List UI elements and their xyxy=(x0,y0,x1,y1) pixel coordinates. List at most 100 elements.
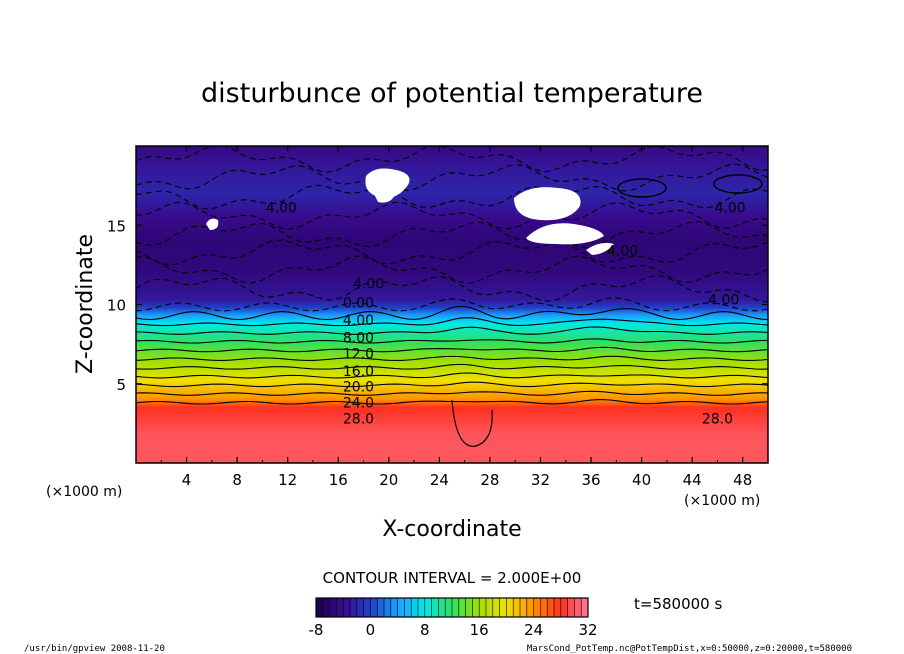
colorbar-cell xyxy=(560,598,569,617)
x-tick-label: 4 xyxy=(182,471,192,489)
x-tick-label: 36 xyxy=(581,471,600,489)
contour-label: 8.00 xyxy=(343,331,374,347)
colorbar-cell xyxy=(492,598,501,617)
y-axis-label: Z-coordinate xyxy=(73,234,98,374)
colorbar-cell xyxy=(397,598,405,617)
y-tick-label: 15 xyxy=(107,217,126,235)
colorbar-cell xyxy=(458,598,467,617)
missing-patch xyxy=(586,242,614,255)
contour-label: 24.0 xyxy=(343,396,374,412)
contour-line xyxy=(136,355,768,361)
contour-line xyxy=(136,146,768,173)
colorbar-cell xyxy=(520,598,528,617)
colorbar-cell xyxy=(329,598,337,617)
colorbar-cell xyxy=(363,598,371,617)
footer-right: MarsCond_PotTemp.nc@PotTempDist,x=0:5000… xyxy=(527,644,852,654)
contour-lines xyxy=(136,146,768,405)
colorbar-cell xyxy=(452,598,460,617)
colorbar-cell xyxy=(316,598,324,617)
colorbar-cell xyxy=(533,598,541,617)
missing-patch xyxy=(514,187,581,221)
closed-contours xyxy=(451,174,763,447)
missing-patch xyxy=(526,223,604,245)
colorbar-cell xyxy=(404,598,412,617)
colorbar-tick-label: 0 xyxy=(366,621,376,639)
x-axis: 4 8 12 16 20 24 28 32 36 40 44 48 xyxy=(160,146,752,489)
chart-title: disturbunce of potential temperature xyxy=(201,78,703,109)
time-label: t=580000 s xyxy=(634,595,722,613)
contour-line xyxy=(136,317,768,327)
colorbar-cell xyxy=(418,598,426,617)
contour-label: 4.00 xyxy=(266,201,297,217)
colorbar-cell xyxy=(370,598,378,617)
colorbar-cell xyxy=(574,598,582,617)
closed-contour xyxy=(617,178,667,198)
colorbar-cell xyxy=(424,598,433,617)
colorbar-tick-label: -8 xyxy=(309,621,324,639)
contour-line xyxy=(136,221,768,249)
contour-label: 16.0 xyxy=(343,364,374,380)
colorbar-cell xyxy=(513,598,521,617)
contour-line xyxy=(136,201,768,230)
contour-label: 4.00 xyxy=(353,277,384,293)
colorbar-cell xyxy=(486,598,494,617)
closed-contour xyxy=(451,399,493,447)
x-tick-label: 40 xyxy=(632,471,651,489)
x-tick-label: 44 xyxy=(683,471,702,489)
contour-label: 20.0 xyxy=(343,380,374,396)
contour-line xyxy=(136,297,768,312)
colorbar-cell xyxy=(581,598,589,617)
y-unit-label: (×1000 m) xyxy=(46,484,122,500)
colorbar-cell xyxy=(322,598,331,617)
contour-label: 4.00 xyxy=(607,243,638,259)
contour-line xyxy=(136,275,768,303)
x-unit-label: (×1000 m) xyxy=(684,493,760,509)
colorbar-cell xyxy=(499,598,507,617)
contour-interval: CONTOUR INTERVAL = 2.000E+00 xyxy=(323,569,582,587)
contour-line xyxy=(136,338,768,344)
colorbar-cell xyxy=(526,598,535,617)
missing-patch xyxy=(372,186,396,203)
contour-label: 4.00 xyxy=(708,293,739,309)
colorbar-cell xyxy=(465,598,473,617)
contour-line xyxy=(136,346,768,353)
contour-line xyxy=(136,255,768,284)
colorbar-cell xyxy=(336,598,344,617)
colorbar-cell xyxy=(567,598,575,617)
colorbar-cell xyxy=(445,598,453,617)
colorbar: -8 0 8 16 24 32 xyxy=(309,597,598,639)
contour-label: 12.0 xyxy=(343,346,374,362)
contour-line xyxy=(136,163,768,192)
x-tick-label: 8 xyxy=(232,471,242,489)
colorbar-cell xyxy=(472,598,480,617)
colorbar-cell xyxy=(506,598,514,617)
colorbar-cell xyxy=(547,598,555,617)
y-axis: 5 10 15 xyxy=(107,217,768,394)
colorbar-cell xyxy=(431,598,439,617)
plot-background xyxy=(136,146,768,463)
contour-line xyxy=(136,305,768,321)
x-tick-label: 32 xyxy=(531,471,550,489)
contour-line xyxy=(136,184,768,210)
contour-line xyxy=(136,390,768,396)
x-axis-label: X-coordinate xyxy=(382,517,521,542)
colorbar-cell xyxy=(479,598,487,617)
colorbar-cell xyxy=(350,598,358,617)
colorbar-tick-label: 16 xyxy=(470,621,489,639)
colorbar-cell xyxy=(540,598,548,617)
colorbar-cell xyxy=(554,598,562,617)
footer-left: /usr/bin/gpview 2008-11-20 xyxy=(24,644,165,654)
missing-patch xyxy=(206,218,219,230)
contour-line xyxy=(136,381,768,388)
colorbar-cell xyxy=(438,598,446,617)
y-tick-label: 5 xyxy=(116,376,126,394)
colorbar-tick-label: 24 xyxy=(524,621,543,639)
contour-label: 4.00 xyxy=(343,313,374,329)
x-tick-label: 12 xyxy=(278,471,297,489)
missing-data-patches xyxy=(206,168,614,255)
contour-label: 28.0 xyxy=(702,411,733,427)
colorbar-cell xyxy=(384,598,392,617)
